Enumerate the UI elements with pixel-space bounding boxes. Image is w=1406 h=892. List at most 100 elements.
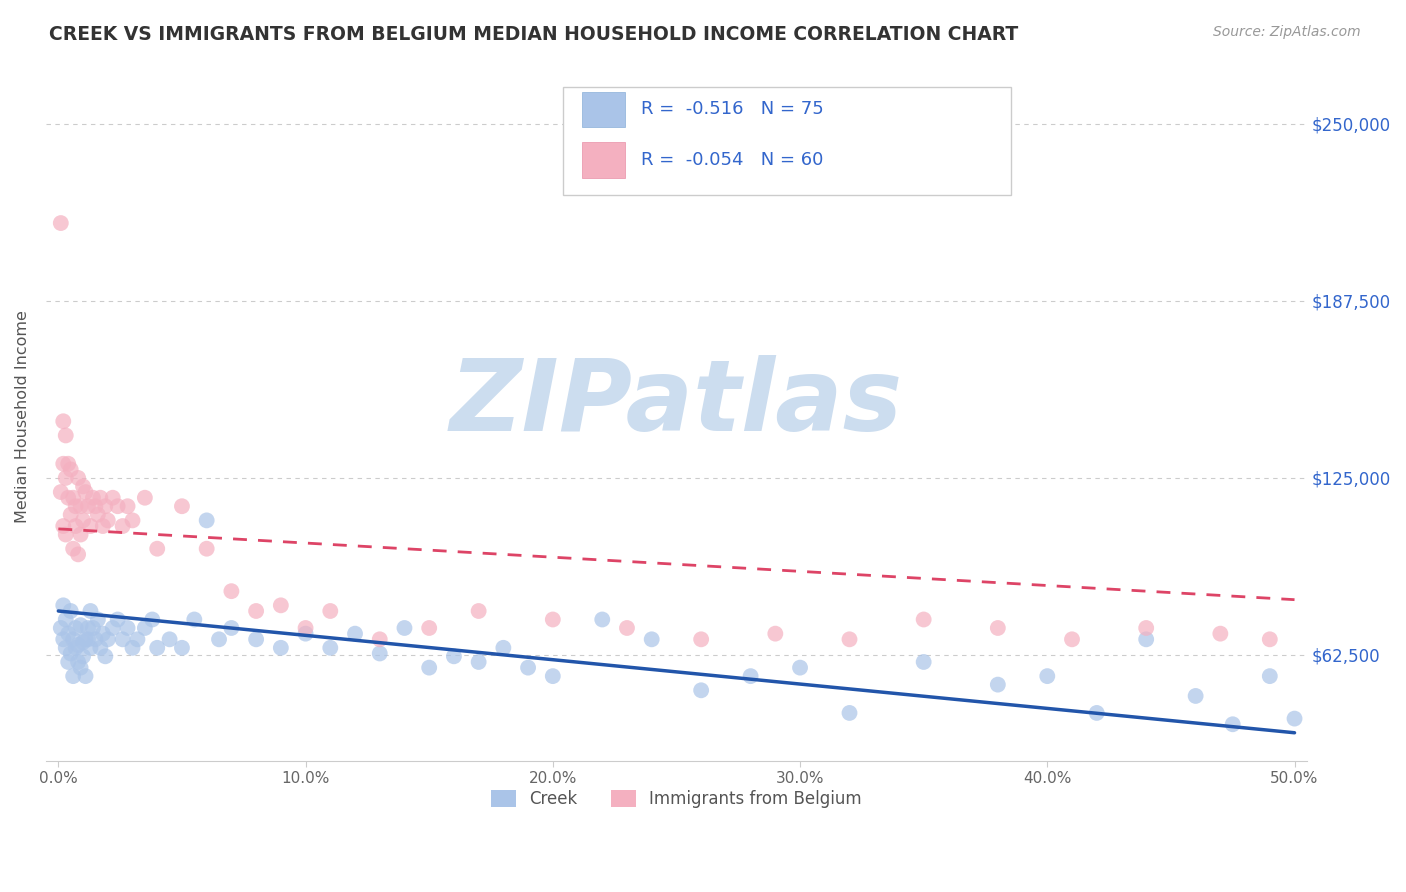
Point (690, 683, 713, 698)
Point (344, 626, 367, 640)
Point (91, 519, 114, 533)
Point (58, 626, 80, 640)
Point (443, 649, 465, 664)
Point (77, 621, 100, 635)
Point (208, 632, 231, 647)
Point (94, 500, 117, 514)
Point (62, 669, 84, 683)
Point (319, 640, 342, 655)
Text: CREEK VS IMMIGRANTS FROM BELGIUM MEDIAN HOUSEHOLD INCOME CORRELATION CHART: CREEK VS IMMIGRANTS FROM BELGIUM MEDIAN … (49, 25, 1018, 44)
Point (1284, 712, 1306, 726)
Point (170, 640, 193, 655)
Point (52, 414, 75, 428)
Point (368, 647, 391, 661)
Text: R =  -0.516   N = 75: R = -0.516 N = 75 (641, 101, 824, 119)
Point (58, 457, 80, 471)
Point (59, 508, 82, 522)
Y-axis label: Median Household Income: Median Household Income (15, 310, 30, 524)
Point (49, 621, 72, 635)
Point (1258, 632, 1281, 647)
Point (1258, 669, 1281, 683)
Point (89, 640, 111, 655)
Point (987, 621, 1010, 635)
FancyBboxPatch shape (562, 87, 1011, 195)
Point (94, 649, 117, 664)
Point (82, 491, 104, 505)
Point (1060, 632, 1083, 647)
Point (912, 612, 935, 626)
Point (72, 513, 94, 527)
Point (541, 612, 564, 626)
Point (1135, 632, 1157, 647)
Point (59, 462, 82, 476)
Point (89, 491, 111, 505)
Point (1209, 626, 1232, 640)
Point (467, 604, 489, 618)
Point (59, 604, 82, 618)
Point (270, 599, 292, 613)
Point (641, 632, 664, 647)
Point (67, 547, 90, 561)
Point (75, 669, 97, 683)
Point (146, 640, 169, 655)
Point (740, 669, 762, 683)
Point (789, 660, 811, 674)
Point (170, 500, 193, 514)
Point (69, 500, 91, 514)
Point (294, 621, 316, 635)
Point (987, 678, 1010, 692)
Point (79, 640, 101, 655)
Point (58, 655, 80, 669)
Point (141, 612, 163, 626)
Point (77, 500, 100, 514)
Point (221, 584, 243, 599)
Point (55, 428, 77, 442)
Point (72, 635, 94, 649)
Point (159, 632, 181, 647)
Point (1222, 717, 1244, 731)
Point (117, 500, 139, 514)
Point (91, 626, 114, 640)
Point (84, 632, 107, 647)
Point (107, 612, 129, 626)
Point (221, 621, 243, 635)
Point (97, 513, 120, 527)
Point (58, 491, 80, 505)
Point (62, 491, 84, 505)
Point (62, 541, 84, 556)
Point (134, 621, 156, 635)
Point (245, 632, 267, 647)
Point (75, 485, 97, 500)
Point (97, 632, 120, 647)
Point (52, 599, 75, 613)
Point (838, 706, 860, 720)
Point (65, 519, 87, 533)
Text: R =  -0.054   N = 60: R = -0.054 N = 60 (641, 152, 824, 169)
Point (134, 491, 156, 505)
Point (195, 513, 218, 527)
Point (1085, 706, 1108, 720)
Point (616, 621, 638, 635)
Point (117, 621, 139, 635)
Point (55, 527, 77, 541)
Point (111, 632, 134, 647)
Point (55, 612, 77, 626)
Point (492, 640, 515, 655)
Point (49, 216, 72, 230)
Point (65, 640, 87, 655)
Point (1184, 689, 1206, 703)
Point (49, 485, 72, 500)
Point (418, 660, 440, 674)
Point (294, 626, 316, 640)
Point (1036, 669, 1059, 683)
Point (111, 519, 134, 533)
Point (418, 621, 440, 635)
Point (65, 500, 87, 514)
Point (541, 669, 564, 683)
Point (77, 632, 100, 647)
Point (101, 621, 124, 635)
Point (107, 500, 129, 514)
Point (319, 604, 342, 618)
Point (52, 632, 75, 647)
Point (467, 655, 489, 669)
